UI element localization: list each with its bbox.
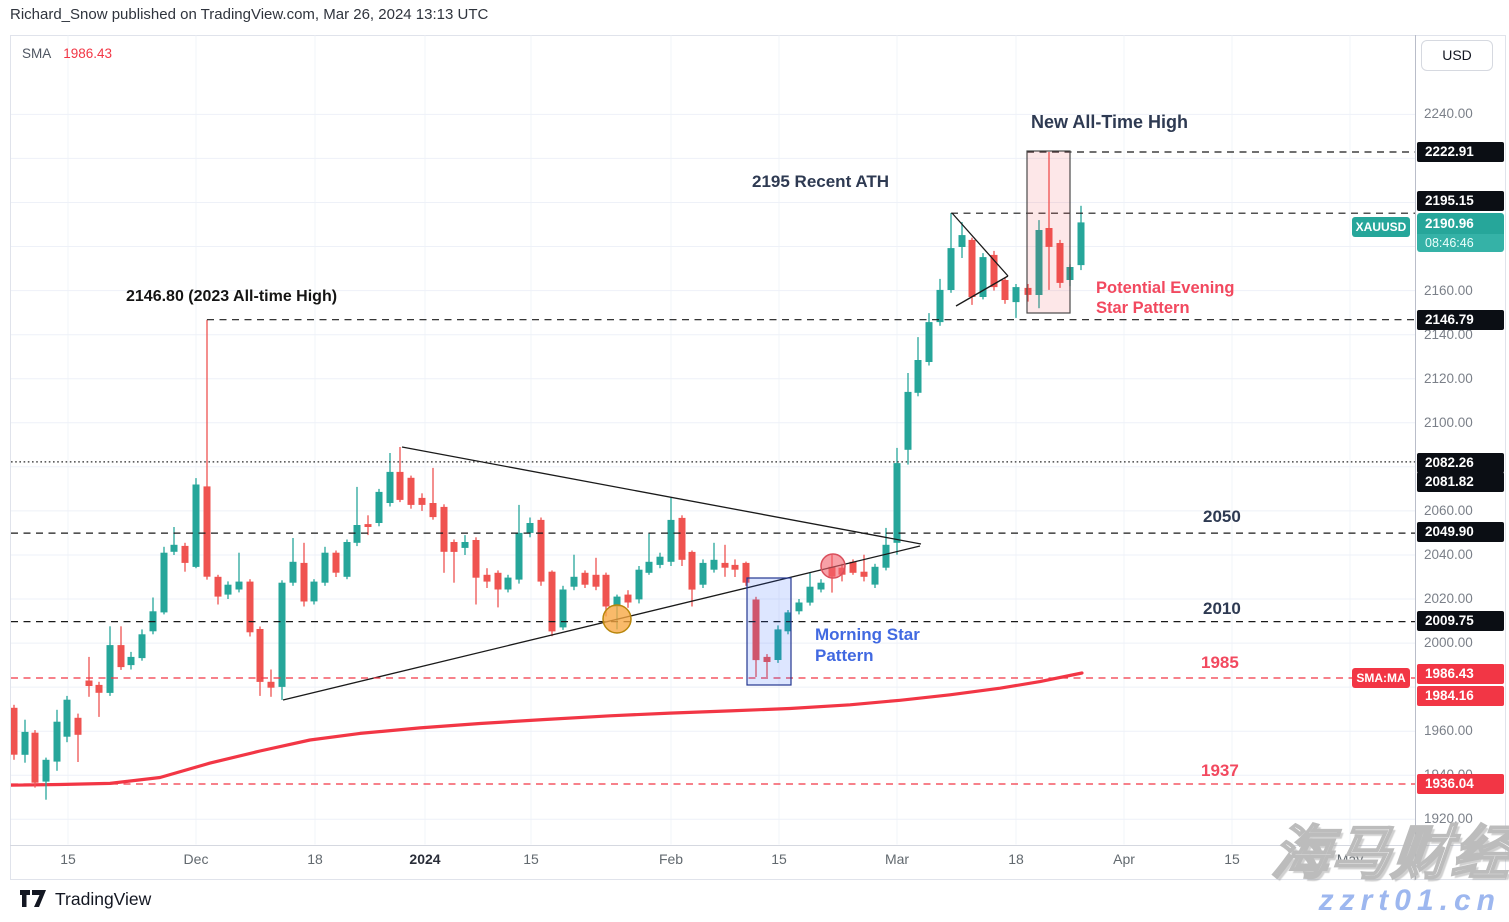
sma-legend-value: 1986.43 [63,46,113,61]
currency-toggle-button[interactable]: USD [1421,40,1493,71]
watermark-url: zzrt01.cn [1318,884,1501,917]
price-axis-border [1415,35,1416,880]
tradingview-logo-text: TradingView [55,889,152,909]
sma-legend-label: SMA [22,46,52,61]
publish-byline: Richard_Snow published on TradingView.co… [10,6,489,23]
time-axis-border [10,845,1506,846]
tradingview-logo-icon [20,890,46,907]
tradingview-logo[interactable]: TradingView [20,889,151,910]
watermark-cn: 海马财经 [1268,820,1509,887]
chart-pane [10,35,1506,880]
indicator-legend: SMA 1986.43 [22,46,112,61]
